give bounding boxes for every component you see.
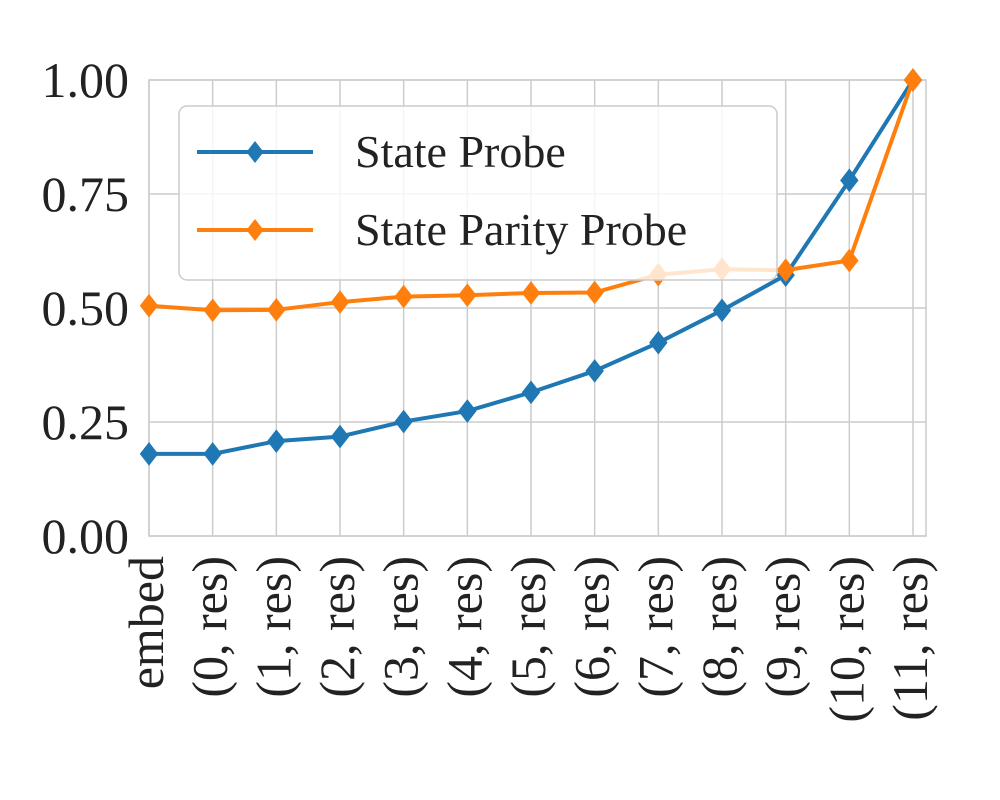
data-point[interactable]	[458, 283, 477, 308]
data-point[interactable]	[267, 298, 286, 322]
data-point[interactable]	[458, 399, 477, 423]
x-tick-label: (1, res)	[245, 556, 301, 698]
legend-item[interactable]: State Probe	[197, 126, 566, 177]
data-point[interactable]	[840, 168, 859, 193]
data-point[interactable]	[139, 293, 159, 318]
x-tick-label: (8, res)	[691, 556, 747, 698]
x-tick-label: (11, res)	[882, 556, 938, 721]
x-axis-ticks: embed (0, res) (1, res) (2, res) (3, res) (4,…	[118, 556, 938, 723]
y-tick-label: 0.75	[42, 166, 130, 222]
data-point[interactable]	[203, 298, 222, 323]
x-tick-label: (3, res)	[373, 556, 429, 698]
x-tick-label: embed	[118, 556, 174, 689]
data-point[interactable]	[330, 290, 350, 314]
x-tick-label: (0, res)	[182, 556, 238, 698]
legend-label: State Parity Probe	[355, 204, 687, 255]
legend-item[interactable]: State Parity Probe	[197, 204, 687, 255]
data-point[interactable]	[585, 359, 604, 383]
x-tick-label: (5, res)	[500, 556, 556, 698]
y-axis-ticks: 0.00 0.25 0.50 0.75 1.00	[42, 52, 130, 564]
y-tick-label: 0.50	[42, 280, 130, 336]
legend-box	[178, 105, 778, 281]
data-point[interactable]	[394, 284, 413, 309]
data-point[interactable]	[776, 258, 795, 282]
x-tick-label: (10, res)	[818, 556, 874, 723]
data-point[interactable]	[903, 68, 923, 92]
data-point[interactable]	[394, 409, 413, 434]
data-point[interactable]	[585, 280, 604, 305]
data-point[interactable]	[649, 330, 668, 355]
data-point[interactable]	[330, 424, 350, 449]
data-point[interactable]	[267, 429, 286, 453]
y-tick-label: 0.00	[42, 508, 130, 564]
y-tick-label: 1.00	[42, 52, 130, 108]
data-point[interactable]	[521, 380, 541, 405]
data-point[interactable]	[139, 442, 159, 466]
data-point[interactable]	[712, 298, 732, 323]
x-tick-label: (7, res)	[627, 556, 683, 698]
y-tick-label: 0.25	[42, 394, 130, 450]
x-tick-label: (2, res)	[309, 556, 365, 698]
legend-marker	[246, 141, 264, 163]
x-tick-label: (6, res)	[564, 556, 620, 698]
x-tick-label: (4, res)	[436, 556, 492, 698]
x-tick-label: (9, res)	[755, 556, 811, 698]
legend[interactable]: State Probe State Parity Probe	[178, 105, 778, 281]
data-point[interactable]	[203, 442, 222, 466]
series-layer	[139, 68, 923, 466]
legend-marker	[246, 219, 264, 241]
legend-label: State Probe	[355, 126, 566, 177]
data-point[interactable]	[840, 248, 859, 273]
data-point[interactable]	[521, 281, 541, 305]
